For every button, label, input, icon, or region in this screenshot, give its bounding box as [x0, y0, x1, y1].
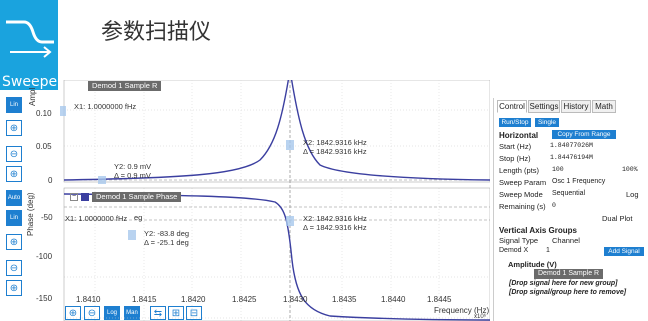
- zoom-in-icon[interactable]: ⊕: [6, 166, 22, 182]
- cursor-y2-label-2: Y2: -83.8 deg: [144, 229, 190, 238]
- log-x-button[interactable]: Log: [104, 306, 120, 320]
- lin-scale-button-2[interactable]: Lin: [6, 210, 22, 226]
- group-signal-item[interactable]: Demod 1 Sample R: [534, 269, 604, 279]
- xaxis-exponent: x10⁶: [474, 314, 487, 320]
- xtick: 1.8430: [283, 295, 308, 304]
- zoom-out-x-icon[interactable]: ⊖: [84, 306, 100, 320]
- app-logo: [0, 0, 58, 90]
- drop-new-group[interactable]: [Drop signal here for new group]: [509, 280, 618, 287]
- plot1-ytick: 0: [48, 176, 53, 185]
- zoom-in-icon[interactable]: ⊕: [6, 280, 22, 296]
- cursor-x2-delta-2: Δ = 1842.9316 kHz: [303, 223, 367, 232]
- control-panel: Control Settings History Math Run/Stop S…: [493, 98, 648, 321]
- xtick: 1.8420: [181, 295, 206, 304]
- cursor-x1-label: X1: 1.0000000 fHz: [74, 102, 137, 111]
- xaxis-label: Frequency (Hz): [434, 306, 490, 315]
- cursor-x2-label-2: X2: 1842.9316 kHz: [303, 214, 367, 223]
- drop-remove[interactable]: [Drop signal/group here to remove]: [509, 289, 627, 296]
- plot2-ytick: -50: [41, 213, 53, 222]
- plot1-ylabel: Ampl: [28, 87, 37, 106]
- xtick: 1.8435: [332, 295, 357, 304]
- length-input[interactable]: 100: [552, 166, 564, 173]
- cursor-y2-label: Y2: 0.9 mV: [114, 162, 152, 171]
- plot-area[interactable]: [60, 80, 490, 321]
- horizontal-header: Horizontal: [499, 131, 539, 140]
- tab-history[interactable]: History: [561, 100, 591, 113]
- copy-range-button[interactable]: Copy From Range: [552, 130, 616, 139]
- amplitude-group-title[interactable]: Amplitude (V): [508, 260, 557, 269]
- page-title: 参数扫描仪: [101, 20, 212, 45]
- plot2-ytick: -100: [36, 252, 53, 261]
- zoom-out-icon[interactable]: ⊖: [6, 146, 22, 162]
- cursor-x2-label: X2: 1842.9316 kHz: [303, 138, 367, 147]
- tab-math[interactable]: Math: [592, 100, 616, 113]
- add-signal-button[interactable]: Add Signal: [604, 247, 644, 256]
- stop-label: Stop (Hz): [499, 154, 531, 163]
- sweeper-logo-icon: [6, 20, 54, 58]
- zoom-out-icon[interactable]: ⊖: [6, 260, 22, 276]
- series-color-swatch: [81, 193, 89, 201]
- start-label: Start (Hz): [499, 142, 532, 151]
- range2-icon[interactable]: ⊟: [186, 306, 202, 320]
- single-button[interactable]: Single: [535, 118, 559, 127]
- xtick: 1.8425: [232, 295, 257, 304]
- xtick: 1.8440: [381, 295, 406, 304]
- xtick: 1.8415: [132, 295, 157, 304]
- sweep-param-label: Sweep Param: [499, 178, 547, 187]
- sweep-mode-label: Sweep Mode: [499, 190, 543, 199]
- log-label: Log: [626, 190, 639, 199]
- channel-select[interactable]: 1: [546, 247, 550, 254]
- manual-x-button[interactable]: Man: [124, 306, 140, 320]
- remaining-label: Remaining (s): [499, 202, 546, 211]
- logo-text: Sweeper: [2, 74, 63, 90]
- cursor-y2-delta: Δ = 0.9 mV: [114, 171, 151, 180]
- start-input[interactable]: 1.84077026M: [550, 142, 593, 149]
- cursor-icon[interactable]: ⇆: [150, 306, 166, 320]
- plot1-ytick: 0.05: [36, 142, 52, 151]
- tab-settings[interactable]: Settings: [528, 100, 560, 113]
- cursor-y2-delta-2: Δ = -25.1 deg: [144, 238, 189, 247]
- plot1-ytick: 0.10: [36, 109, 52, 118]
- percent-input[interactable]: 100%: [622, 166, 638, 173]
- zoom-in-x-icon[interactable]: ⊕: [65, 306, 81, 320]
- xtick: 1.8410: [76, 295, 101, 304]
- signal-type-label: Signal Type: [499, 236, 539, 245]
- plot1-legend: Demod 1 Sample R: [88, 81, 162, 91]
- vertical-axis-groups-header: Vertical Axis Groups: [499, 226, 577, 235]
- dual-plot-label: Dual Plot: [602, 214, 633, 223]
- cursor-x1-suffix-2: eg: [134, 213, 143, 222]
- channel-label: Channel: [552, 236, 580, 245]
- plot2-ylabel: Phase (deg): [26, 192, 35, 236]
- remaining-value: 0: [552, 202, 556, 209]
- zoom-in-icon[interactable]: ⊕: [6, 120, 22, 136]
- zoom-in-icon[interactable]: ⊕: [6, 234, 22, 250]
- lin-scale-button[interactable]: Lin: [6, 97, 22, 113]
- sweep-param-select[interactable]: Osc 1 Frequency: [552, 178, 606, 185]
- range-icon[interactable]: ⊞: [168, 306, 184, 320]
- run-stop-button[interactable]: Run/Stop: [499, 118, 531, 127]
- length-label: Length (pts): [499, 166, 540, 175]
- plot2-legend: Demod 1 Sample Phase: [92, 192, 182, 202]
- tab-control[interactable]: Control: [497, 100, 527, 113]
- stop-input[interactable]: 1.84476194M: [550, 154, 593, 161]
- auto-scale-button[interactable]: Auto: [6, 190, 22, 206]
- xtick: 1.8445: [427, 295, 452, 304]
- cursor-x1-label-2: X1: 1.0000000 fHz: [65, 214, 128, 223]
- collapse-icon[interactable]: −: [70, 193, 78, 201]
- sweep-mode-select[interactable]: Sequential: [552, 190, 586, 197]
- plot2-ytick: -150: [36, 294, 53, 303]
- cursor-x2-delta: Δ = 1842.9316 kHz: [303, 147, 367, 156]
- signal-type-select[interactable]: Demod X: [499, 247, 529, 254]
